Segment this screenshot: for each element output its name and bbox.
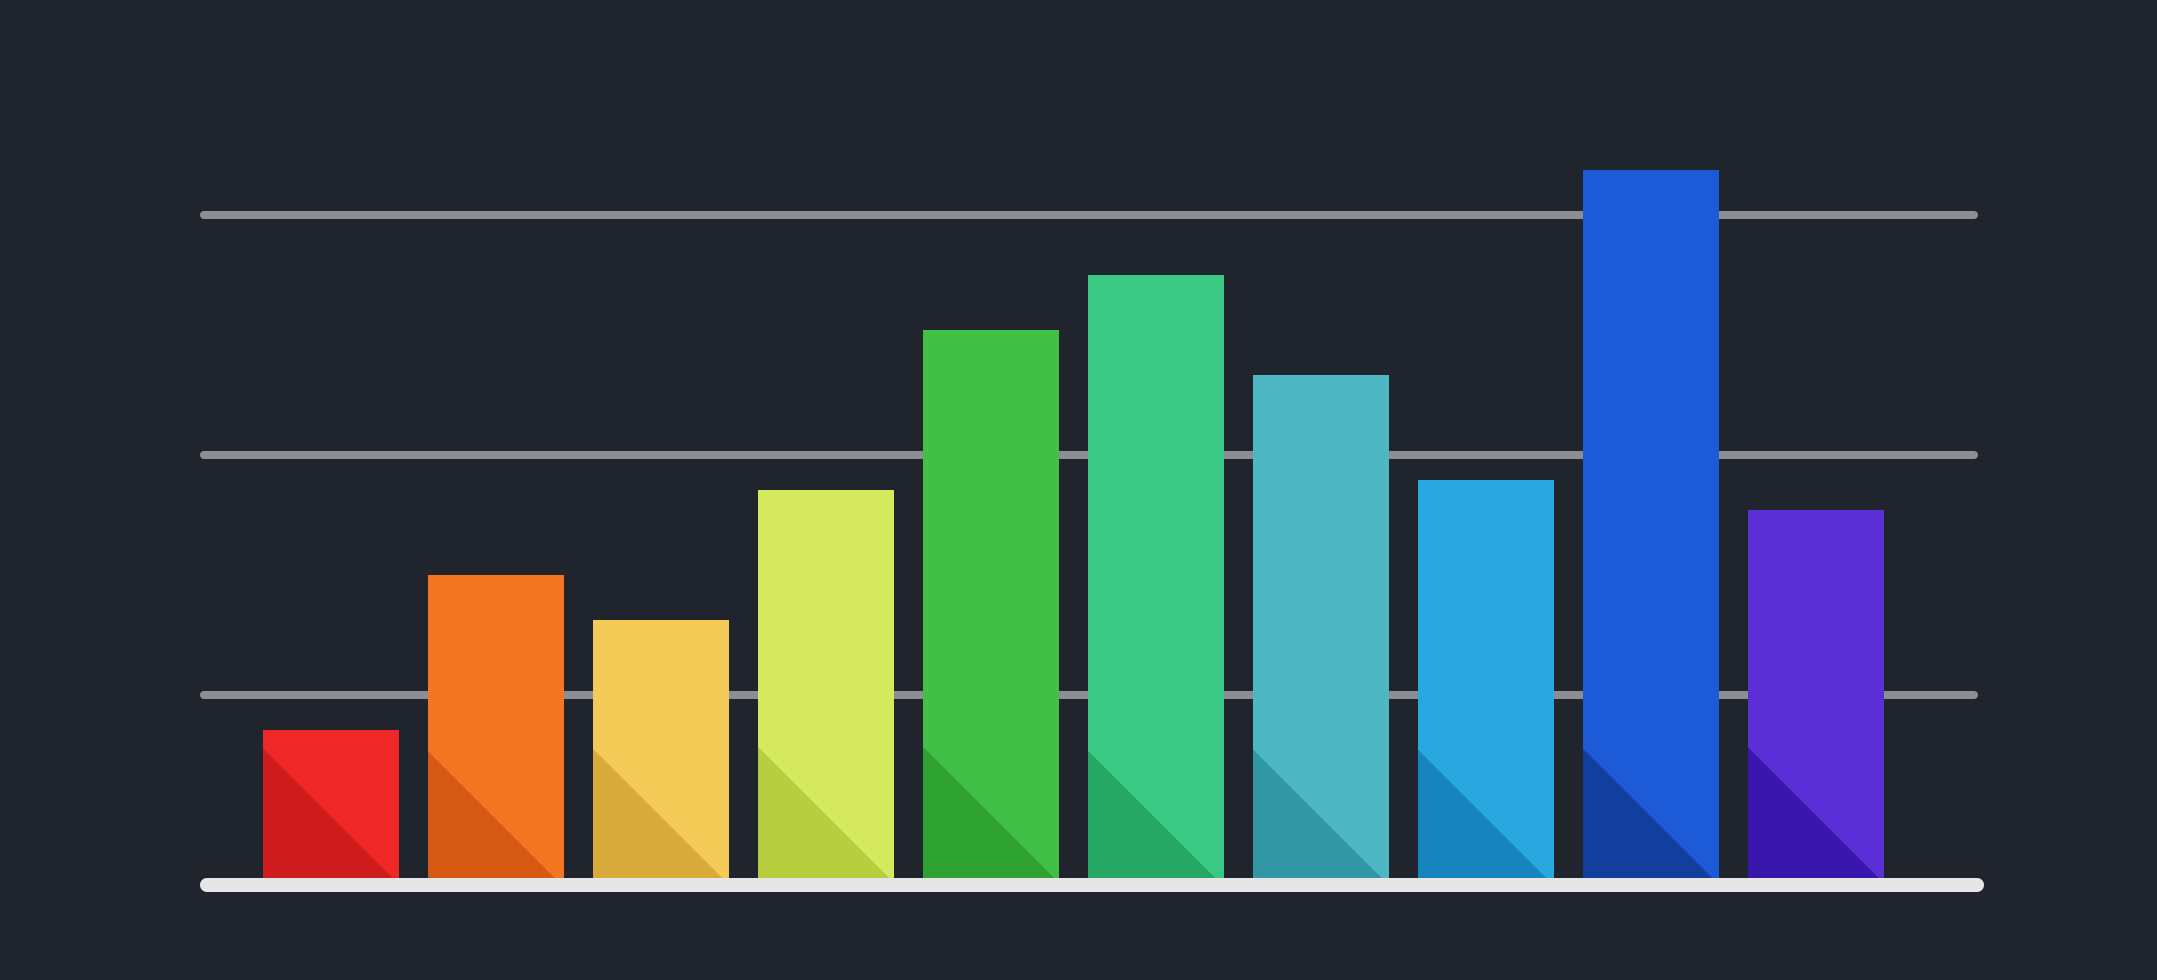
bar bbox=[923, 330, 1059, 885]
bar bbox=[593, 620, 729, 885]
bar-chart bbox=[0, 0, 2157, 980]
bar bbox=[263, 730, 399, 885]
baseline bbox=[200, 878, 1984, 892]
bar bbox=[1253, 375, 1389, 885]
bar bbox=[1583, 170, 1719, 885]
bar bbox=[1088, 275, 1224, 885]
bar bbox=[1418, 480, 1554, 885]
bar bbox=[1748, 510, 1884, 885]
bar bbox=[428, 575, 564, 885]
bar bbox=[758, 490, 894, 885]
